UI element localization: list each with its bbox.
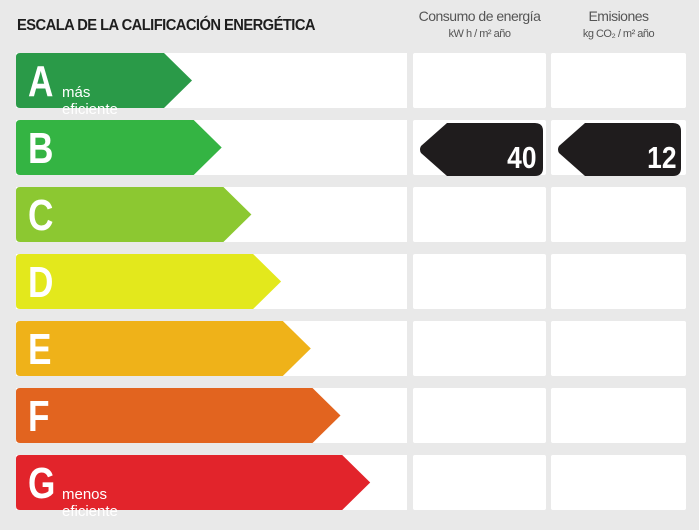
rating-arrow-f [16, 388, 341, 443]
emissions-cell [551, 254, 686, 309]
consumption-value: 40 [506, 140, 536, 175]
rating-letter: G [28, 459, 56, 508]
rating-letter: A [28, 57, 54, 106]
emissions-cell [551, 53, 686, 108]
consumption-cell [413, 455, 546, 510]
rating-arrow-e [16, 321, 311, 376]
consumption-cell [413, 53, 546, 108]
page-title: ESCALA DE LA CALIFICACIÓN ENERGÉTICA [17, 17, 316, 34]
consumption-value-tag [420, 123, 543, 176]
consumption-cell: 40 [413, 120, 546, 176]
emissions-value: 12 [646, 140, 676, 175]
rating-letter: C [28, 191, 54, 240]
rating-note: menos eficiente [62, 486, 118, 520]
emissions-cell [551, 187, 686, 242]
rating-arrow-c [16, 187, 252, 242]
consumption-cell [413, 321, 546, 376]
consumption-label: Consumo de energía [418, 8, 541, 24]
rating-note: más eficiente [62, 84, 118, 118]
emissions-value-tag [558, 123, 681, 176]
consumption-header: Consumo de energía kW h / m² año [413, 8, 546, 40]
rating-letter: E [28, 325, 52, 374]
emissions-label: Emisiones [588, 8, 649, 24]
rating-letter: F [28, 392, 50, 441]
rating-arrow-b [16, 120, 222, 175]
consumption-cell [413, 388, 546, 443]
rating-letter: B [28, 124, 54, 173]
emissions-cell [551, 388, 686, 443]
rating-arrow-a [16, 53, 192, 108]
consumption-cell [413, 254, 546, 309]
consumption-cell [413, 187, 546, 242]
emissions-unit: kg CO₂ / m² año [582, 28, 655, 40]
emissions-cell [551, 321, 686, 376]
rating-arrow-g [16, 455, 371, 510]
emissions-cell: 12 [551, 120, 686, 176]
rating-letter: D [28, 258, 54, 307]
emissions-header: Emisiones kg CO₂ / m² año [551, 8, 686, 40]
emissions-cell [551, 455, 686, 510]
rating-arrow-d [16, 254, 282, 309]
consumption-unit: kW h / m² año [448, 28, 511, 40]
